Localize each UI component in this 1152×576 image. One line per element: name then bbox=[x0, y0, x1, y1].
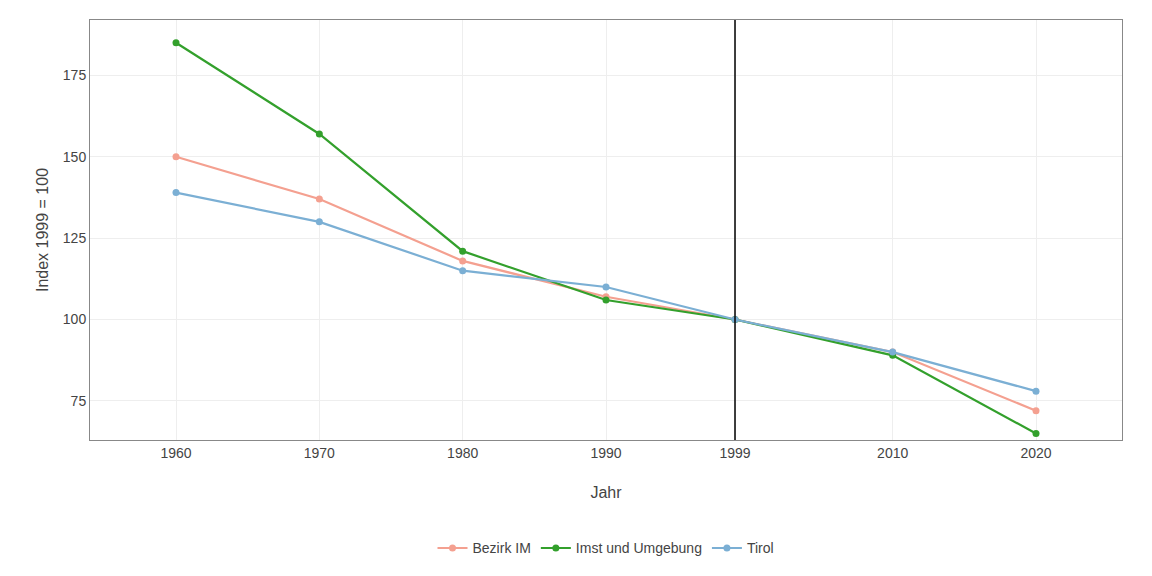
svg-text:1960: 1960 bbox=[160, 445, 191, 461]
svg-text:175: 175 bbox=[63, 67, 87, 83]
svg-text:2010: 2010 bbox=[877, 445, 908, 461]
svg-text:75: 75 bbox=[71, 393, 87, 409]
svg-text:1999: 1999 bbox=[719, 445, 750, 461]
svg-text:Bezirk IM: Bezirk IM bbox=[473, 540, 531, 556]
svg-text:Jahr: Jahr bbox=[590, 484, 622, 501]
svg-text:Tirol: Tirol bbox=[747, 540, 774, 556]
svg-text:125: 125 bbox=[63, 230, 87, 246]
svg-text:1980: 1980 bbox=[447, 445, 478, 461]
svg-text:1970: 1970 bbox=[304, 445, 335, 461]
svg-text:Imst und Umgebung: Imst und Umgebung bbox=[576, 540, 702, 556]
svg-text:100: 100 bbox=[63, 311, 87, 327]
svg-text:Index 1999 = 100: Index 1999 = 100 bbox=[34, 168, 51, 292]
svg-text:2020: 2020 bbox=[1020, 445, 1051, 461]
svg-text:150: 150 bbox=[63, 149, 87, 165]
svg-text:1990: 1990 bbox=[590, 445, 621, 461]
